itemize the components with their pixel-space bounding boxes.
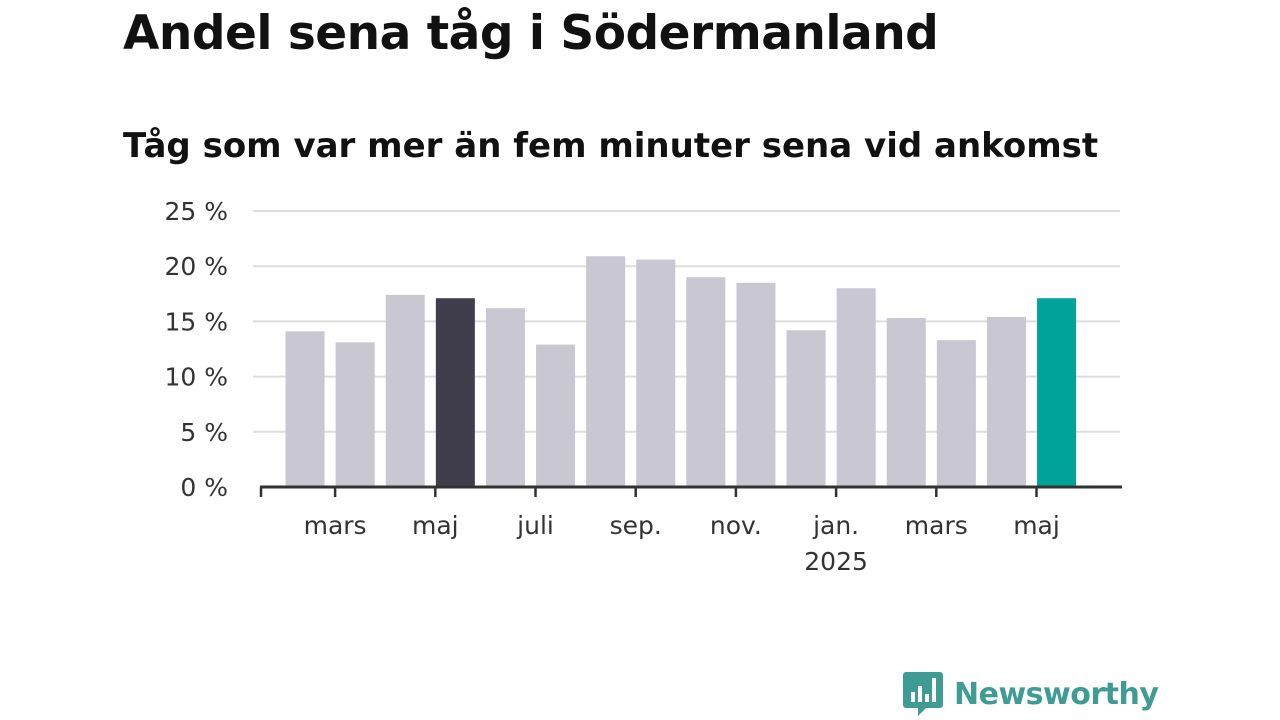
- bar-2024-12: [786, 330, 826, 487]
- y-tick-label: 15 %: [164, 307, 228, 336]
- bar-2024-09: [636, 259, 676, 487]
- bar-2024-10: [686, 277, 726, 487]
- bar-2025-04: [986, 316, 1026, 487]
- bar-2024-04: [385, 294, 425, 487]
- bar-2025-01: [836, 288, 876, 487]
- x-tick-label: nov.: [710, 511, 762, 540]
- x-tick-label: maj: [1013, 511, 1060, 540]
- brand-logo: Newsworthy: [902, 670, 1159, 718]
- x-tick-sublabel: 2025: [804, 547, 868, 576]
- bar-2024-08: [586, 256, 626, 487]
- x-axis: mars maj juli sep. nov. jan. 2025 mars maj: [259, 485, 1122, 576]
- y-axis-ticks: 0 % 5 % 10 % 15 % 20 % 25 %: [164, 197, 228, 502]
- bars: [285, 256, 1077, 487]
- bar-2025-03: [936, 340, 976, 487]
- bar-2024-03: [335, 342, 375, 487]
- x-tick-label: mars: [905, 511, 968, 540]
- bar-2024-07: [536, 344, 576, 487]
- chart-title: Andel sena tåg i Södermanland: [123, 6, 939, 61]
- bar-2025-05: [1037, 298, 1077, 487]
- bar-2024-05: [435, 298, 475, 487]
- newsworthy-logo-icon: [903, 672, 943, 716]
- x-tick-label: maj: [412, 511, 459, 540]
- chart-subtitle: Tåg som var mer än fem minuter sena vid …: [123, 126, 1099, 166]
- x-tick-label: jan.: [812, 511, 859, 540]
- bar-2024-02: [285, 331, 325, 487]
- y-tick-label: 10 %: [164, 363, 228, 392]
- y-tick-label: 0 %: [180, 473, 228, 502]
- y-tick-label: 25 %: [164, 197, 228, 226]
- x-tick-label: juli: [516, 511, 554, 540]
- bar-2025-02: [886, 318, 926, 487]
- y-tick-label: 20 %: [164, 252, 228, 281]
- brand-name: Newsworthy: [954, 676, 1159, 712]
- bar-2024-11: [736, 282, 776, 487]
- x-tick-label: mars: [304, 511, 367, 540]
- bar-2024-06: [485, 308, 525, 487]
- y-tick-label: 5 %: [180, 418, 228, 447]
- x-tick-label: sep.: [610, 511, 662, 540]
